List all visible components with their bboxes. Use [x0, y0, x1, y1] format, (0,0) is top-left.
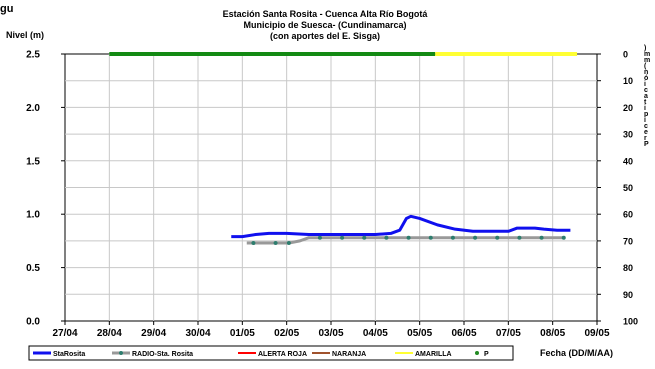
y2-label-char: t: [644, 99, 647, 106]
x-tick-label: 01/05: [230, 328, 255, 339]
x-tick-label: 09/05: [584, 328, 609, 339]
y2-label-char: a: [644, 93, 648, 100]
y2-label-char: i: [644, 81, 646, 88]
x-tick-label: 02/05: [274, 328, 299, 339]
legend-label: AMARILLA: [415, 351, 452, 358]
y-tick-label: 0.0: [26, 317, 40, 328]
y2-tick-label: 10: [623, 76, 633, 86]
x-tick-label: 05/05: [407, 328, 432, 339]
y2-label-char: c: [644, 123, 648, 130]
series-marker: [561, 235, 566, 240]
y-tick-label: 2.5: [26, 50, 40, 61]
series-marker: [473, 235, 478, 240]
legend-marker: [475, 351, 479, 355]
series-layer: [109, 52, 578, 246]
y2-label-char: ): [644, 45, 646, 52]
y2-label-char: ó: [644, 75, 648, 82]
y2-label-char: P: [644, 141, 649, 148]
series-marker: [273, 241, 278, 246]
legend: [28, 345, 514, 361]
x-tick-label: 28/04: [97, 328, 122, 339]
series-marker: [286, 241, 291, 246]
y-tick-label: 1.5: [26, 156, 40, 167]
title-line-2: Municipio de Suesca- (Cundinamarca): [243, 20, 406, 30]
y-axis-label: Nivel (m): [6, 30, 44, 40]
y2-label-char: p: [644, 111, 648, 118]
title-line-1: Estación Santa Rosita - Cuenca Alta Río …: [223, 9, 429, 19]
series-marker: [251, 241, 256, 246]
y2-label-char: r: [644, 135, 647, 142]
x-tick-label: 30/04: [185, 328, 210, 339]
x-tick-label: 27/04: [52, 328, 77, 339]
series-marker: [384, 235, 389, 240]
series-marker: [450, 235, 455, 240]
y2-label-char: (: [644, 63, 647, 70]
y2-tick-label: 80: [623, 263, 633, 273]
series-marker: [340, 235, 345, 240]
x-tick-label: 04/05: [363, 328, 388, 339]
y2-tick-label: 40: [623, 156, 633, 166]
y2-label-char: i: [644, 105, 646, 112]
title-line-3: (con aportes del E. Sisga): [270, 31, 380, 41]
legend-label: NARANJA: [332, 351, 366, 358]
y2-label-char: n: [644, 69, 648, 76]
y2-tick-label: 20: [623, 103, 633, 113]
legend-marker: [119, 351, 123, 355]
y2-label-char: m: [644, 57, 650, 64]
grid: [65, 54, 597, 321]
legend-label: ALERTA ROJA: [258, 351, 307, 358]
x-tick-label: 08/05: [540, 328, 565, 339]
x-tick-label: 06/05: [451, 328, 476, 339]
legend-label: RADIO-Sta. Rosita: [132, 351, 193, 358]
y2-tick-label: 60: [623, 210, 633, 220]
y2-tick-label: 90: [623, 290, 633, 300]
secondary-y-axis-ticks: 0 10 20 30 40 50 60 70 80 90 100: [597, 50, 638, 327]
legend-label: StaRosita: [53, 351, 85, 358]
legend-items: StaRosita RADIO-Sta. Rosita ALERTA ROJA NAR…: [33, 351, 489, 358]
y2-tick-label: 30: [623, 130, 633, 140]
y-tick-label: 1.0: [26, 210, 40, 221]
y2-label-char: c: [644, 87, 648, 94]
y2-tick-label: 50: [623, 183, 633, 193]
legend-label: P: [484, 351, 489, 358]
y2-label-char: m: [644, 51, 650, 58]
y2-label-char: e: [644, 129, 648, 136]
x-tick-label: 07/05: [496, 328, 521, 339]
series-marker: [362, 235, 367, 240]
top-left-fragment: gu: [0, 3, 13, 15]
series-marker: [539, 235, 544, 240]
y2-label-char: i: [644, 117, 646, 124]
x-axis-ticks: 27/04 28/04 29/04 30/04 01/05 02/05 03/05 04/05…: [52, 321, 610, 339]
series-marker: [317, 235, 322, 240]
x-tick-label: 29/04: [141, 328, 166, 339]
series-marker: [495, 235, 500, 240]
series-marker: [406, 235, 411, 240]
y2-tick-label: 70: [623, 236, 633, 246]
series-line: [231, 214, 571, 239]
y2-tick-label: 100: [623, 317, 638, 327]
series-marker: [517, 235, 522, 240]
y-axis-ticks: 0.0 0.5 1.0 1.5 2.0 2.5: [26, 50, 65, 328]
y2-tick-label: 0: [623, 50, 628, 60]
x-tick-label: 03/05: [318, 328, 343, 339]
x-axis-label: Fecha (DD/M/AA): [540, 348, 613, 358]
y-tick-label: 0.5: [26, 263, 40, 274]
series-marker: [428, 235, 433, 240]
y-tick-label: 2.0: [26, 103, 40, 114]
